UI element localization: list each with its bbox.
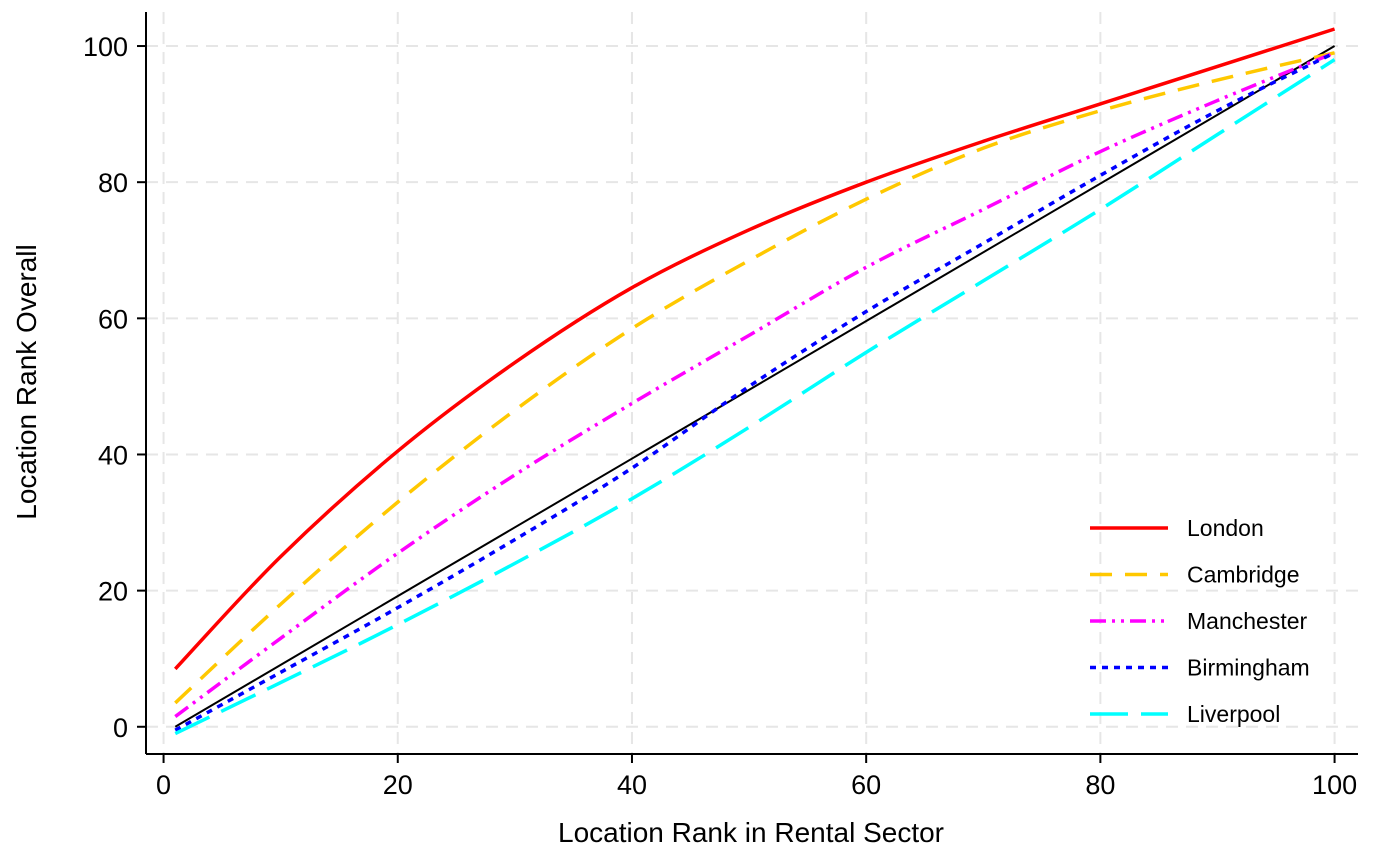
y-tick-label: 100 <box>83 32 128 62</box>
ticks: 0 20 40 60 80 100 0 20 40 60 80 100 <box>83 32 1357 800</box>
legend-label: Cambridge <box>1187 562 1300 588</box>
legend-item-birmingham: Birmingham <box>1090 655 1310 681</box>
series-line-cambridge <box>174 51 1335 705</box>
series-line-liverpool <box>174 58 1336 736</box>
legend-label: London <box>1187 515 1264 541</box>
reference-line-group <box>174 45 1336 728</box>
legend-item-manchester: Manchester <box>1090 608 1308 634</box>
series-line-birmingham <box>174 51 1336 732</box>
y-tick-label: 20 <box>98 577 128 607</box>
x-tick-label: 60 <box>851 770 881 800</box>
legend-item-liverpool: Liverpool <box>1090 701 1280 727</box>
x-tick-label: 40 <box>617 770 647 800</box>
legend-item-london: London <box>1090 515 1264 541</box>
grid <box>146 12 1358 754</box>
axes <box>145 12 1358 755</box>
x-axis-title: Location Rank in Rental Sector <box>558 817 944 848</box>
x-tick-label: 20 <box>383 770 413 800</box>
legend-label: Birmingham <box>1187 655 1310 681</box>
legend: London Cambridge Manchester Birmingham Liver… <box>1090 515 1310 727</box>
y-tick-label: 0 <box>113 713 128 743</box>
series-line-manchester <box>174 51 1336 718</box>
x-tick-label: 0 <box>156 770 171 800</box>
legend-label: Manchester <box>1187 608 1308 634</box>
y-axis-title: Location Rank Overall <box>11 244 42 519</box>
series-line-london <box>174 27 1336 671</box>
x-tick-label: 80 <box>1085 770 1115 800</box>
legend-label: Liverpool <box>1187 701 1280 727</box>
y-tick-label: 80 <box>98 168 128 198</box>
x-tick-label: 100 <box>1312 770 1357 800</box>
y-tick-label: 40 <box>98 440 128 470</box>
legend-item-cambridge: Cambridge <box>1090 562 1300 588</box>
y-tick-label: 60 <box>98 304 128 334</box>
reference-line <box>174 45 1336 728</box>
series-group <box>174 27 1336 736</box>
